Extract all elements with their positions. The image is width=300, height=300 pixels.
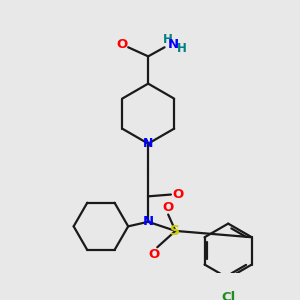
Text: H: H xyxy=(163,34,173,46)
Text: N: N xyxy=(142,215,154,228)
Text: N: N xyxy=(143,137,153,150)
Text: O: O xyxy=(172,188,184,201)
Text: O: O xyxy=(163,201,174,214)
Text: O: O xyxy=(116,38,128,51)
Text: O: O xyxy=(148,248,159,261)
Text: N: N xyxy=(168,38,179,51)
Text: S: S xyxy=(170,224,181,238)
Text: H: H xyxy=(177,42,187,55)
Text: Cl: Cl xyxy=(221,291,235,300)
